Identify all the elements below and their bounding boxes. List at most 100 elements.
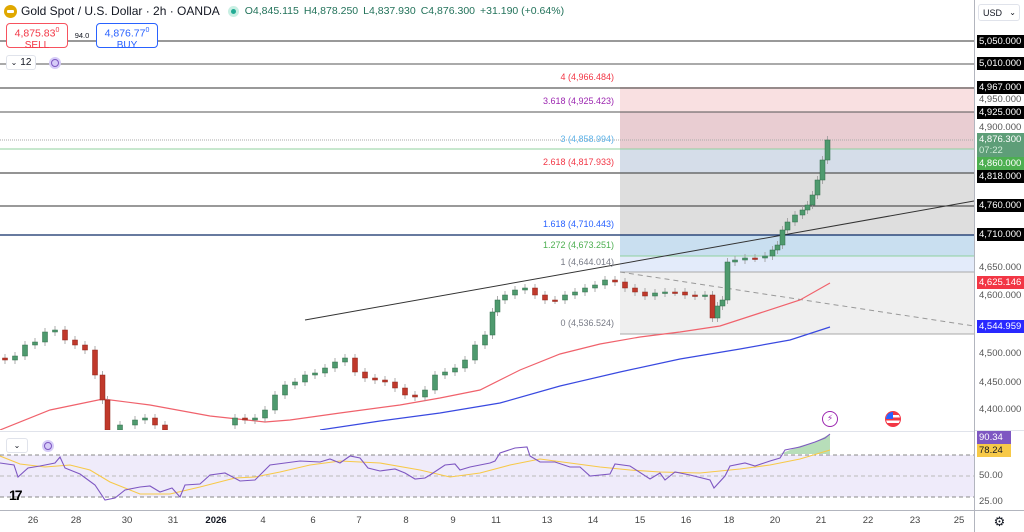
- price-label-4860: 4,860.000: [977, 157, 1024, 170]
- price-label-4760: 4,760.000: [977, 199, 1024, 212]
- fib-label-1: 1 (4,644.014): [560, 257, 614, 267]
- fib-zone-4: [620, 87, 974, 112]
- time-tick: 18: [723, 515, 735, 526]
- bar-countdown: 07:22: [979, 145, 1003, 156]
- rsi-tick-50: 50.00: [979, 470, 1003, 481]
- time-tick: 30: [121, 515, 133, 526]
- fib-zone-1618: [620, 235, 974, 256]
- price-chart[interactable]: 4 (4,966.484) 3.618 (4,925.423) 3 (4,858…: [0, 0, 974, 430]
- price-label-4925: 4,925.000: [977, 106, 1024, 119]
- fib-zone-1272: [620, 256, 974, 272]
- current-price-label: 4,876.300 07:22: [977, 133, 1024, 157]
- tradingview-logo[interactable]: 17: [9, 487, 23, 503]
- market-open-icon: [227, 5, 239, 17]
- time-tick: 14: [587, 515, 599, 526]
- time-tick: 22: [862, 515, 874, 526]
- rsi-pane[interactable]: ⌄: [0, 431, 974, 510]
- ohlc-low: L4,837.930: [363, 5, 416, 17]
- lightning-event-icon[interactable]: ⚡: [822, 411, 838, 427]
- price-label-4967: 4,967.000: [977, 81, 1024, 94]
- price-axis[interactable]: 5,050.000 5,010.000 4,950.000 4,967.000 …: [974, 0, 1024, 510]
- price-label-5050: 5,050.000: [977, 35, 1024, 48]
- time-tick: 25: [953, 515, 965, 526]
- time-tick: 6: [310, 515, 316, 526]
- symbol-header: Gold Spot / U.S. Dollar · 2h · OANDA O4,…: [4, 4, 569, 18]
- price-tick-4400: 4,400.000: [979, 404, 1022, 415]
- price-label-4710: 4,710.000: [977, 228, 1024, 241]
- price-tick-4900: 4,900.000: [979, 122, 1022, 133]
- rsi-canvas: [0, 433, 974, 501]
- time-tick-year: 2026: [205, 515, 227, 526]
- ma-red-price-label: 4,625.146: [977, 276, 1024, 289]
- buy-label: BUY: [116, 39, 138, 51]
- rsi-overbought-fill: [780, 434, 830, 454]
- time-tick: 13: [541, 515, 553, 526]
- currency-label: USD: [983, 7, 1003, 18]
- descending-trendline[interactable]: [619, 271, 974, 327]
- price-tick-4950: 4,950.000: [979, 94, 1022, 105]
- sync-icon[interactable]: [49, 56, 61, 69]
- buy-button[interactable]: 4,876.770 BUY: [96, 23, 158, 51]
- time-tick: 21: [815, 515, 827, 526]
- time-tick: 9: [450, 515, 456, 526]
- time-tick: 20: [769, 515, 781, 526]
- chart-canvas[interactable]: [0, 0, 974, 430]
- ma-red-line: [0, 282, 831, 430]
- fib-zone-3618: [620, 112, 974, 149]
- ma-blue-line: [319, 326, 831, 430]
- chart-settings-button[interactable]: ⚙: [974, 510, 1024, 532]
- chevron-down-icon: ⌄: [10, 58, 18, 67]
- gear-icon: ⚙: [993, 513, 1006, 529]
- chevron-down-icon: ⌄: [13, 441, 21, 450]
- price-tick-4600: 4,600.000: [979, 290, 1022, 301]
- buy-price: 4,876.77: [104, 27, 146, 40]
- candles: [2, 136, 831, 430]
- time-tick: 11: [491, 515, 501, 526]
- fib-zone-1: [620, 272, 974, 334]
- price-tick-4650: 4,650.000: [979, 262, 1022, 273]
- rsi-collapse-button[interactable]: ⌄: [6, 438, 28, 453]
- rsi-sync-icon[interactable]: [42, 439, 54, 452]
- rsi-controls: ⌄: [6, 438, 54, 453]
- rsi-ma-value-label: 78.24: [977, 444, 1011, 457]
- rsi-value-label: 90.34: [977, 431, 1011, 444]
- pane-divider: [975, 430, 1024, 431]
- trade-panel: 4,875.830 SELL 94.0 4,876.770 BUY: [6, 23, 158, 51]
- fib-label-0: 0 (4,536.524): [560, 318, 614, 328]
- time-tick: 26: [27, 515, 39, 526]
- time-tick: 4: [260, 515, 266, 526]
- time-tick: 7: [356, 515, 362, 526]
- sell-price-sup: 0: [55, 27, 60, 34]
- gold-icon: [4, 4, 17, 18]
- us-flag-event-icon[interactable]: [885, 411, 901, 427]
- currency-selector[interactable]: USD ⌄: [978, 4, 1020, 21]
- ohlc-high: H4,878.250: [303, 5, 359, 17]
- fib-label-2618: 2.618 (4,817.933): [542, 157, 614, 167]
- buy-price-sup: 0: [145, 27, 150, 34]
- ascending-trendline[interactable]: [304, 200, 974, 321]
- fib-label-4: 4 (4,966.484): [560, 72, 614, 82]
- indicator-legend: ⌄ 12: [6, 55, 61, 70]
- chevron-down-icon: ⌄: [1009, 8, 1016, 17]
- time-axis[interactable]: 26 28 30 31 2026 4 6 7 8 9 11 13 14 15 1…: [0, 510, 974, 532]
- symbol-title[interactable]: Gold Spot / U.S. Dollar · 2h · OANDA: [21, 4, 220, 18]
- time-tick: 31: [167, 515, 179, 526]
- time-tick: 23: [909, 515, 921, 526]
- price-tick-4500: 4,500.000: [979, 348, 1022, 359]
- ohlc-change: +31.190 (+0.64%): [480, 5, 565, 17]
- rsi-ma-line: [0, 449, 831, 495]
- collapse-indicators-button[interactable]: ⌄ 12: [6, 55, 36, 70]
- price-tick-4450: 4,450.000: [979, 377, 1022, 388]
- fib-label-3: 3 (4,858.994): [560, 134, 614, 144]
- ohlc-open: O4,845.115: [244, 5, 299, 17]
- sell-button[interactable]: 4,875.830 SELL: [6, 23, 68, 51]
- price-label-5010: 5,010.000: [977, 57, 1024, 70]
- time-tick: 16: [680, 515, 692, 526]
- price-label-4818: 4,818.000: [977, 170, 1024, 183]
- spread-value: 94.0: [74, 31, 90, 40]
- sell-label: SELL: [24, 39, 50, 51]
- current-price: 4,876.300: [979, 134, 1022, 145]
- rsi-line: [0, 433, 831, 501]
- fib-label-1272: 1.272 (4,673.251): [542, 240, 614, 250]
- ohlc-close: C4,876.300: [420, 5, 475, 17]
